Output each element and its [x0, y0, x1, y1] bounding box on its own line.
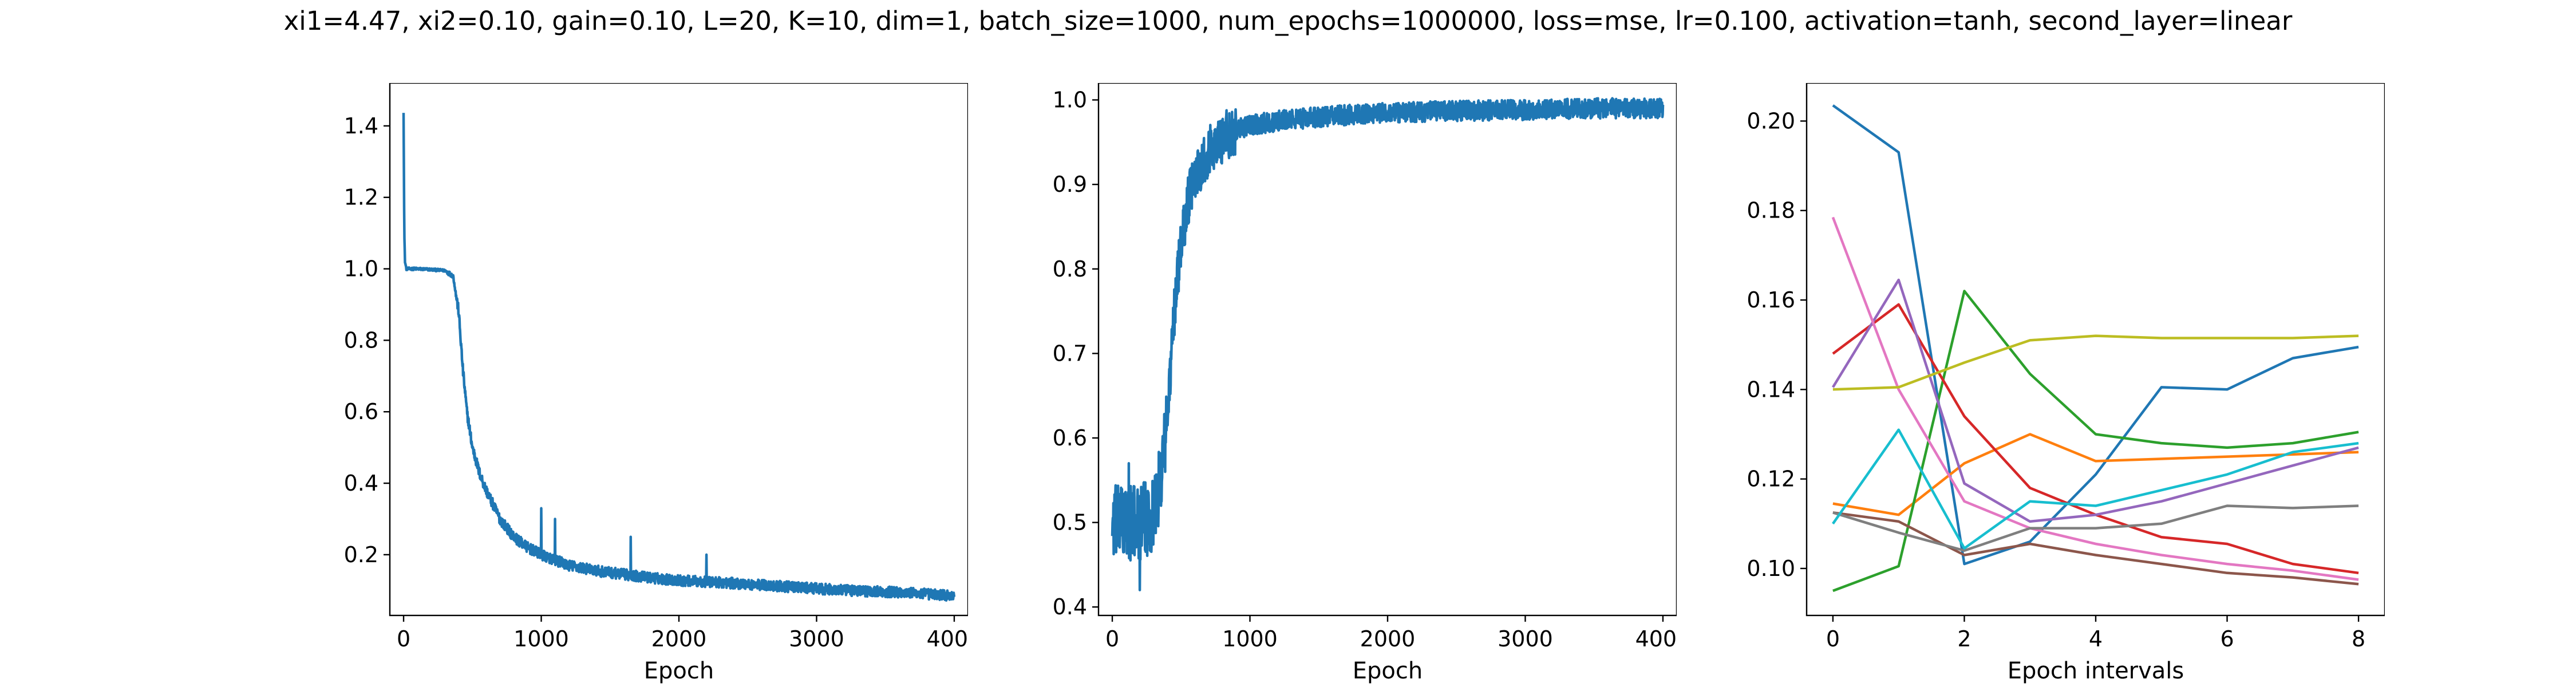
loss-y-axis-label: Loss	[324, 324, 329, 374]
accuracy-series-line	[1111, 97, 1665, 591]
ipr-y-tick-label: 0.14	[1747, 377, 1795, 402]
accuracy-x-tick-label: 1000	[1222, 626, 1278, 652]
ipr-y-axis-label: IPR	[1741, 331, 1745, 368]
loss-x-tick-label: 3000	[789, 626, 844, 652]
ipr-series-C8-line	[1832, 334, 2359, 391]
ipr-series-C4-line	[1831, 278, 2359, 523]
figure-title: xi1=4.47, xi2=0.10, gain=0.10, L=20, K=1…	[283, 6, 2293, 36]
ipr-axes-frame	[1805, 83, 2385, 617]
ipr-x-tick-label: 6	[2220, 626, 2234, 652]
ipr-x-axis-label: Epoch intervals	[2008, 658, 2184, 684]
ipr-series-C9-line	[1832, 428, 2359, 550]
ipr-y-tick-label: 0.20	[1747, 108, 1795, 133]
ipr-x-tick-label: 2	[1957, 626, 1971, 652]
ipr-y-tick-label: 0.12	[1747, 467, 1795, 492]
ipr-chart: 0 2 4 6 8 0.10 0.12 0.14 0.16 0.18 0.20 Epoch inter…	[1741, 83, 2385, 684]
loss-x-tick-label: 1000	[513, 626, 569, 652]
accuracy-axes-frame	[1097, 83, 1677, 617]
loss-y-tick-label: 1.0	[344, 256, 378, 282]
ipr-x-tick-label: 4	[2089, 626, 2103, 652]
loss-x-tick-label: 2000	[651, 626, 707, 652]
loss-y-tick-label: 1.4	[344, 113, 378, 139]
accuracy-x-tick-label: 0	[1105, 626, 1119, 652]
loss-y-tick-label: 0.4	[344, 471, 378, 496]
loss-y-tick-label: 1.2	[344, 185, 378, 210]
accuracy-x-tick-label: 2000	[1360, 626, 1416, 652]
loss-x-tick-label: 0	[397, 626, 410, 652]
loss-axes-frame	[389, 83, 968, 617]
accuracy-y-tick-label: 1.0	[1053, 88, 1087, 113]
accuracy-y-tick-label: 0.4	[1053, 594, 1087, 619]
ipr-series-C7-line	[1832, 504, 2359, 552]
loss-x-axis-label: Epoch	[644, 658, 714, 684]
accuracy-x-tick-label: 3000	[1498, 626, 1553, 652]
ipr-series-C5-line	[1832, 511, 2359, 586]
accuracy-y-tick-label: 0.6	[1053, 425, 1087, 451]
ipr-x-tick-label: 8	[2352, 626, 2365, 652]
loss-y-tick-label: 0.6	[344, 399, 378, 424]
ipr-series-C3-line	[1832, 303, 2359, 575]
ipr-x-tick-label: 0	[1826, 626, 1840, 652]
loss-y-tick-label: 0.8	[344, 327, 378, 353]
ipr-series-C1-line	[1832, 433, 2359, 516]
accuracy-y-tick-label: 0.8	[1053, 256, 1087, 282]
ipr-series-C6-line	[1831, 216, 2359, 581]
ipr-y-tick-label: 0.16	[1747, 287, 1795, 313]
accuracy-x-axis-label: Epoch	[1353, 658, 1423, 684]
ipr-series-C2-line	[1832, 290, 2359, 593]
loss-y-tick-label: 0.2	[344, 542, 378, 567]
accuracy-y-tick-label: 0.9	[1053, 172, 1087, 197]
accuracy-y-tick-label: 0.5	[1053, 510, 1087, 535]
ipr-y-tick-label: 0.18	[1747, 198, 1795, 223]
loss-series-line	[402, 113, 956, 602]
ipr-y-tick-label: 0.10	[1747, 556, 1795, 581]
accuracy-y-tick-label: 0.7	[1053, 341, 1087, 366]
ipr-series-C0-line	[1832, 104, 2359, 566]
